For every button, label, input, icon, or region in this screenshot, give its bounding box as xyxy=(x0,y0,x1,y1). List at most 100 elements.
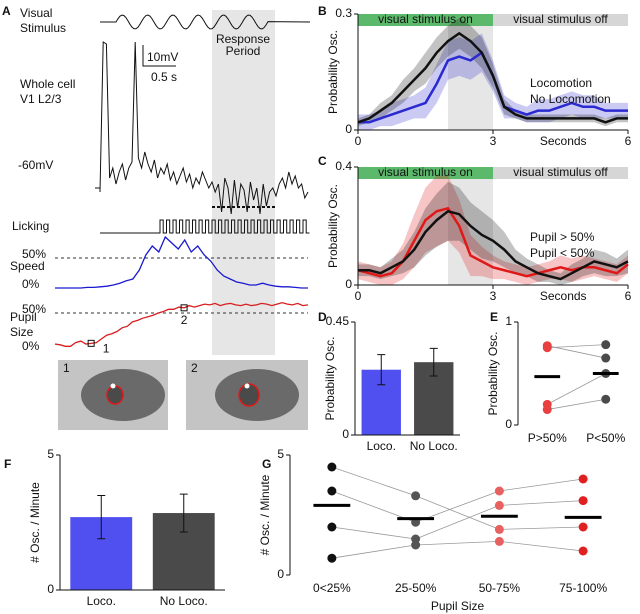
pupil-label: Pupil xyxy=(10,310,37,324)
cell-label: V1 L2/3 xyxy=(20,92,62,106)
stimulus-off: visual stimulus off xyxy=(513,12,608,26)
point xyxy=(542,341,552,351)
panel-letter: A xyxy=(2,4,11,18)
scale-time: 0.5 s xyxy=(151,70,177,84)
error-band xyxy=(358,17,628,127)
stimulus-trace xyxy=(100,14,311,30)
panel-letter: D xyxy=(318,310,327,324)
series-line xyxy=(358,209,629,281)
x-tick-label: 6 xyxy=(625,134,632,148)
stimulus-on-bar xyxy=(358,167,493,179)
pair-line xyxy=(499,478,584,492)
scale-voltage: 10mV xyxy=(147,50,178,64)
y-axis-label: Probability Osc. xyxy=(323,336,337,420)
y-tick-label: 0 xyxy=(345,122,352,136)
reflection xyxy=(244,383,250,389)
response-period xyxy=(212,10,275,355)
y-tick-label: 50% xyxy=(22,302,46,316)
pair-line xyxy=(331,544,416,559)
point xyxy=(601,340,611,350)
marker-label: 2 xyxy=(181,313,188,327)
error-bar xyxy=(429,347,438,377)
error-bar xyxy=(377,354,386,386)
image-label: 2 xyxy=(191,361,198,375)
x-tick-label: 50-75% xyxy=(479,581,521,595)
pair-line xyxy=(499,500,584,506)
pair-line xyxy=(499,526,584,530)
stimulus-on-bar xyxy=(358,14,493,26)
stimulus-off-bar xyxy=(493,14,628,26)
stimulus-off-bar xyxy=(493,167,628,179)
x-axis-label: Pupil Size xyxy=(431,599,485,613)
x-tick-label: No Loco. xyxy=(160,594,208,608)
speed-trace xyxy=(55,235,308,289)
x-axis-label: Seconds xyxy=(540,134,587,148)
x-tick-label: 3 xyxy=(490,134,497,148)
point xyxy=(494,524,504,534)
pupil-label: Size xyxy=(10,325,34,339)
series-line xyxy=(357,31,628,124)
y-axis-label: # Osc. / Minute xyxy=(28,482,42,563)
pair-line xyxy=(415,505,500,540)
pupil-outline xyxy=(106,385,124,405)
image-label: 1 xyxy=(63,361,70,375)
y-tick-label: 0.45 xyxy=(326,314,350,328)
point xyxy=(601,353,611,363)
response-window xyxy=(448,179,493,285)
legend-entry: Pupil > 50% xyxy=(530,230,595,244)
reflection xyxy=(110,383,116,389)
x-tick-label: 0 xyxy=(355,134,362,148)
legend-entry: No Locomotion xyxy=(530,92,611,106)
y-tick-label: 0 xyxy=(277,567,284,581)
y-tick-label: 0 xyxy=(342,427,349,441)
x-tick-label: 75-100% xyxy=(559,581,607,595)
y-axis-label: # Osc. / Minute xyxy=(258,474,272,555)
lick-trace xyxy=(100,219,310,234)
pair-line xyxy=(415,495,500,530)
pair-line xyxy=(415,490,500,523)
legend-entry: Locomotion xyxy=(530,76,592,90)
pair-line xyxy=(547,373,606,405)
pair-line xyxy=(331,526,416,540)
stimulus-label: Visual xyxy=(20,6,52,20)
y-axis-label: Probability Osc. xyxy=(486,331,500,415)
panel-letter: F xyxy=(4,457,11,471)
pair-line xyxy=(547,344,606,349)
point xyxy=(578,496,588,506)
voltage-trace xyxy=(99,41,309,215)
point xyxy=(411,491,421,501)
y-tick-label: 0% xyxy=(22,339,40,353)
point xyxy=(601,394,611,404)
point xyxy=(494,500,504,510)
point xyxy=(327,553,337,563)
y-tick-label: -60mV xyxy=(18,158,53,172)
stimulus-on: visual stimulus on xyxy=(378,12,473,26)
stimulus-on: visual stimulus on xyxy=(378,165,473,179)
pupil-marker xyxy=(87,339,95,347)
x-tick-label: 0<25% xyxy=(313,581,351,595)
response-window xyxy=(448,26,493,130)
speed-label: Speed xyxy=(10,259,45,273)
point xyxy=(542,405,552,415)
pupil-outline xyxy=(238,383,260,407)
error-bar xyxy=(179,493,188,533)
point xyxy=(327,522,337,532)
x-tick-label: 6 xyxy=(625,289,632,303)
error-band xyxy=(358,175,628,285)
point xyxy=(494,486,504,496)
x-tick-label: 25-50% xyxy=(395,581,437,595)
y-tick-label: 0 xyxy=(47,582,54,596)
error-band xyxy=(358,181,628,285)
stimulus-label: Stimulus xyxy=(20,21,66,35)
response-label: Response xyxy=(216,32,270,46)
x-tick-label: Loco. xyxy=(367,439,396,453)
y-tick-label: 0 xyxy=(505,417,512,431)
y-tick-label: 0% xyxy=(22,277,40,291)
error-bar xyxy=(97,495,106,540)
y-tick-label: 0.4 xyxy=(335,159,352,173)
pair-line xyxy=(499,541,584,552)
marker-label: 1 xyxy=(103,342,110,356)
point xyxy=(327,462,337,472)
panel-letter: B xyxy=(318,4,327,18)
